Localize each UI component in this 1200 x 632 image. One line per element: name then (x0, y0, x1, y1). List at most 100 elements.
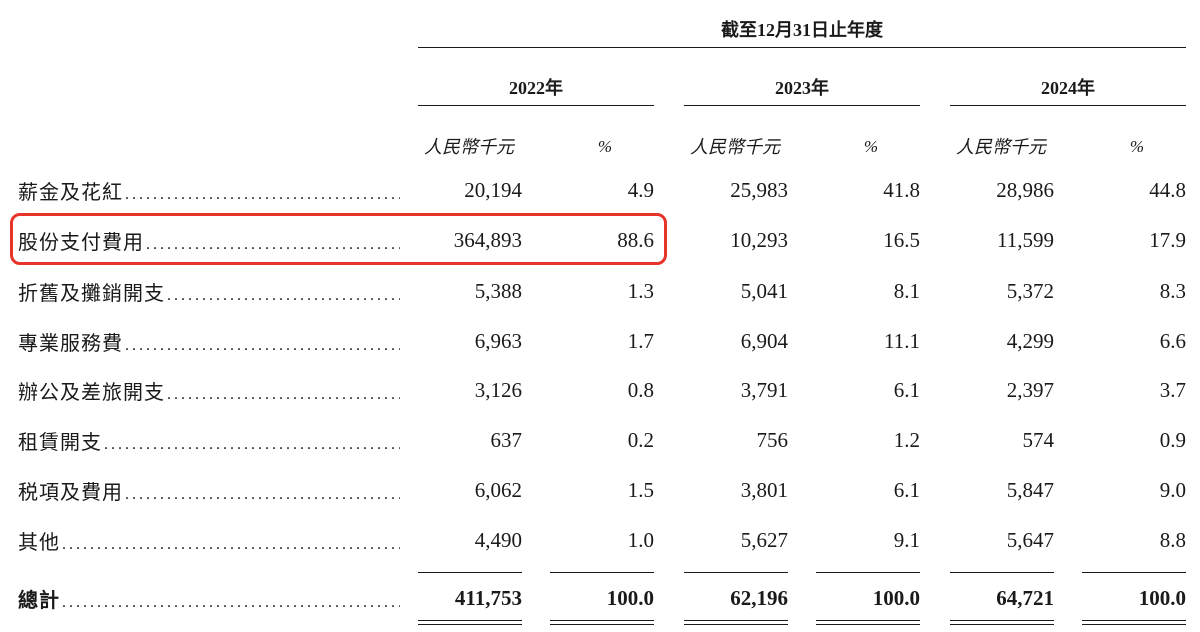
amount-cell: 10,293 (730, 228, 788, 252)
period-rule (418, 47, 1186, 48)
amount-cell: 574 (1022, 428, 1055, 452)
row-label-text: 其他 (18, 530, 60, 554)
amount-cell: 5,647 (1006, 528, 1054, 552)
amount-cell: 4,490 (474, 528, 522, 552)
percent-cell: 11.1 (884, 329, 920, 353)
total-double-rule (684, 620, 788, 625)
row-label: 租賃開支....................................… (18, 425, 400, 455)
percent-cell: 8.8 (1159, 528, 1186, 552)
percent-cell: 6.1 (893, 478, 920, 502)
leader-dots: ........................................… (125, 186, 400, 203)
row-label: 股份支付費用..................................… (18, 225, 400, 255)
percent-cell: 1.2 (893, 428, 920, 452)
amount-cell: 3,126 (474, 378, 522, 402)
total-amount-cell: 62,196 (730, 586, 788, 610)
percent-cell: 44.8 (1149, 178, 1186, 202)
row-label-text: 總計 (18, 588, 60, 612)
percent-cell: 9.1 (893, 528, 920, 552)
total-double-rule (950, 620, 1054, 625)
unit-label-2024: 人民幣千元 (956, 137, 1046, 157)
amount-cell: 20,194 (464, 178, 522, 202)
subtotal-rule (550, 572, 654, 573)
percent-cell: 6.6 (1159, 329, 1186, 353)
subtotal-rule (418, 572, 522, 573)
amount-cell: 25,983 (730, 178, 788, 202)
subtotal-rule (950, 572, 1054, 573)
pct-label-2023: % (863, 137, 878, 156)
amount-cell: 6,963 (474, 329, 522, 353)
percent-cell: 88.6 (617, 228, 654, 252)
row-label-text: 股份支付費用 (18, 230, 144, 254)
percent-cell: 17.9 (1149, 228, 1186, 252)
percent-cell: 6.1 (893, 378, 920, 402)
year-rule-2022 (418, 105, 654, 106)
percent-cell: 1.0 (627, 528, 654, 552)
amount-cell: 637 (490, 428, 523, 452)
percent-cell: 16.5 (883, 228, 920, 252)
row-label: 折舊及攤銷開支.................................… (18, 276, 400, 306)
percent-cell: 3.7 (1159, 378, 1186, 402)
row-label-text: 租賃開支 (18, 430, 102, 454)
total-double-rule (816, 620, 920, 625)
amount-cell: 28,986 (996, 178, 1054, 202)
percent-cell: 0.9 (1159, 428, 1186, 452)
amount-cell: 6,062 (474, 478, 522, 502)
percent-cell: 1.3 (627, 279, 654, 303)
row-label: 其他......................................… (18, 525, 400, 555)
percent-cell: 8.3 (1159, 279, 1186, 303)
total-amount-cell: 64,721 (996, 586, 1054, 610)
amount-cell: 756 (756, 428, 789, 452)
leader-dots: ........................................… (125, 486, 400, 503)
highlight-box (10, 213, 667, 265)
total-double-rule (418, 620, 522, 625)
amount-cell: 11,599 (997, 228, 1054, 252)
amount-cell: 5,388 (474, 279, 522, 303)
year-rule-2024 (950, 105, 1186, 106)
total-percent-cell: 100.0 (872, 586, 920, 610)
percent-cell: 1.7 (627, 329, 654, 353)
year-header-2022: 2022年 (509, 78, 563, 98)
percent-cell: 9.0 (1159, 478, 1186, 502)
total-double-rule (1082, 620, 1186, 625)
leader-dots: ........................................… (62, 536, 400, 553)
row-label-text: 折舊及攤銷開支 (18, 281, 165, 305)
row-label-text: 薪金及花紅 (18, 180, 123, 204)
amount-cell: 3,791 (740, 378, 788, 402)
amount-cell: 364,893 (453, 228, 522, 252)
row-label-text: 税項及費用 (18, 480, 123, 504)
percent-cell: 1.5 (627, 478, 654, 502)
amount-cell: 5,372 (1006, 279, 1054, 303)
total-row-label: 總計......................................… (18, 583, 400, 613)
leader-dots: ........................................… (167, 386, 400, 403)
percent-cell: 0.8 (627, 378, 654, 402)
unit-label-2022: 人民幣千元 (424, 137, 514, 157)
year-header-2023: 2023年 (775, 78, 829, 98)
amount-cell: 5,847 (1006, 478, 1054, 502)
amount-cell: 5,627 (740, 528, 788, 552)
amount-cell: 2,397 (1006, 378, 1054, 402)
row-label: 税項及費用...................................… (18, 475, 400, 505)
amount-cell: 6,904 (740, 329, 788, 353)
subtotal-rule (816, 572, 920, 573)
total-amount-cell: 411,753 (454, 586, 522, 610)
pct-label-2022: % (597, 137, 612, 156)
row-label: 專業服務費...................................… (18, 326, 400, 356)
leader-dots: ........................................… (146, 236, 400, 253)
total-percent-cell: 100.0 (1138, 586, 1186, 610)
total-percent-cell: 100.0 (606, 586, 654, 610)
leader-dots: ........................................… (125, 337, 400, 354)
year-rule-2023 (684, 105, 920, 106)
row-label: 辦公及差旅開支.................................… (18, 375, 400, 405)
percent-cell: 41.8 (883, 178, 920, 202)
amount-cell: 5,041 (740, 279, 788, 303)
percent-cell: 4.9 (627, 178, 654, 202)
row-label-text: 辦公及差旅開支 (18, 380, 165, 404)
subtotal-rule (1082, 572, 1186, 573)
leader-dots: ........................................… (167, 287, 400, 304)
row-label-text: 專業服務費 (18, 331, 123, 355)
percent-cell: 0.2 (627, 428, 654, 452)
period-header: 截至12月31日止年度 (721, 20, 883, 40)
percent-cell: 8.1 (893, 279, 920, 303)
leader-dots: ........................................… (104, 436, 400, 453)
row-label: 薪金及花紅...................................… (18, 175, 400, 205)
